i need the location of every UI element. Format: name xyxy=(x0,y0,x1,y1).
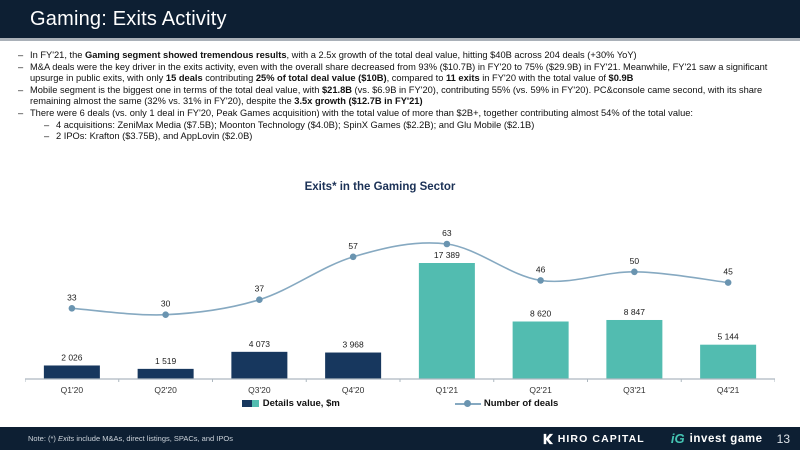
bullet-dash: – xyxy=(44,131,50,142)
bullet-text: Mobile segment is the biggest one in ter… xyxy=(30,84,763,107)
deals-value-label: 30 xyxy=(161,299,171,309)
bar-value-label: 3 968 xyxy=(342,340,364,350)
bullet-dash: – xyxy=(18,84,24,95)
x-axis-label: Q3'21 xyxy=(623,385,646,395)
bar-value-label: 5 144 xyxy=(717,332,739,342)
slide-header: Gaming: Exits Activity xyxy=(0,0,800,41)
bar-value-label: 1 519 xyxy=(155,356,177,366)
x-axis-label: Q2'20 xyxy=(154,385,177,395)
bar-value-label: 4 073 xyxy=(249,339,271,349)
slide-footer: Note: (*) Exits include M&As, direct lis… xyxy=(0,427,800,450)
invest-game-icon: iG xyxy=(670,431,685,446)
hiro-capital-icon xyxy=(543,433,553,444)
bullet-text: There were 6 deals (vs. only 1 deal in F… xyxy=(30,107,693,118)
bullet-item: – There were 6 deals (vs. only 1 deal in … xyxy=(18,108,782,120)
page-title: Gaming: Exits Activity xyxy=(30,7,227,30)
legend-item-details-value: Details value, $m xyxy=(241,398,340,409)
bullet-item: –4 acquisitions: ZeniMax Media ($7.5B); … xyxy=(44,120,782,132)
bar-Q2'21 xyxy=(512,321,569,379)
exits-chart: 2 026 1 519 4 073 3 968 17 389 8 620 8 847 5 14… xyxy=(24,210,776,410)
deals-line xyxy=(71,242,729,316)
bullet-text: M&A deals were the key driver in the exi… xyxy=(30,61,768,84)
bar-value-label: 17 389 xyxy=(434,250,460,260)
bullet-text: 4 acquisitions: ZeniMax Media ($7.5B); M… xyxy=(56,119,535,130)
deals-value-label: 63 xyxy=(442,228,452,238)
bullet-dash: – xyxy=(18,50,24,60)
chart-svg: 2 026 1 519 4 073 3 968 17 389 8 620 8 847 5 14… xyxy=(24,228,776,395)
bullet-item: – Mobile segment is the biggest one in te… xyxy=(18,85,782,108)
deals-point-Q3'20 xyxy=(256,296,263,304)
deals-point-Q4'20 xyxy=(349,253,357,261)
x-axis-label: Q1'21 xyxy=(436,385,459,395)
bar-Q1'21 xyxy=(418,263,475,379)
bar-Q2'20 xyxy=(137,368,194,379)
bar-Q1'20 xyxy=(43,365,100,379)
bullet-item: – In FY'21, the Gaming segment showed tre… xyxy=(18,50,782,62)
deals-value-label: 33 xyxy=(67,292,77,302)
bullet-dash: – xyxy=(18,107,24,118)
x-axis-label: Q1'20 xyxy=(61,385,84,395)
deals-value-label: 50 xyxy=(630,256,640,266)
bullet-text: In FY'21, the Gaming segment showed trem… xyxy=(30,50,637,60)
footnote: Note: (*) Exits include M&As, direct lis… xyxy=(28,434,233,443)
chart-legend: Details value, $m Number of deals xyxy=(0,398,800,409)
bar-Q4'21 xyxy=(700,344,757,379)
bullet-dash: – xyxy=(18,61,24,72)
bar-Q3'20 xyxy=(231,351,288,379)
deals-value-label: 45 xyxy=(723,267,733,277)
x-axis-label: Q3'20 xyxy=(248,385,271,395)
hiro-capital-logo: HIRO CAPITAL xyxy=(542,433,645,445)
legend-label: Details value, $m xyxy=(262,398,340,409)
deals-value-label: 46 xyxy=(536,264,546,274)
line-dot-icon xyxy=(454,399,481,408)
x-axis-label: Q4'20 xyxy=(342,385,365,395)
deals-point-Q3'21 xyxy=(631,268,638,276)
deals-point-Q1'21 xyxy=(443,240,451,248)
invest-game-logo: iG invest game xyxy=(671,431,763,446)
deals-value-label: 57 xyxy=(348,241,358,251)
deals-point-Q2'21 xyxy=(537,277,544,284)
bullet-list: – In FY'21, the Gaming segment showed tre… xyxy=(18,50,782,143)
deals-value-label: 37 xyxy=(255,284,265,294)
deals-point-Q1'20 xyxy=(68,304,76,312)
bullet-text: 2 IPOs: Krafton ($3.75B), and AppLovin (… xyxy=(56,131,253,142)
legend-label: Number of deals xyxy=(483,398,559,409)
bar-Q3'21 xyxy=(606,319,663,379)
bullet-item: – M&A deals were the key driver in the ex… xyxy=(18,62,782,85)
bullet-item: –2 IPOs: Krafton ($3.75B), and AppLovin … xyxy=(44,131,782,143)
bar-value-label: 8 620 xyxy=(530,308,552,318)
bullet-dash: – xyxy=(44,119,50,130)
deals-point-Q4'21 xyxy=(724,279,732,286)
x-axis-label: Q4'21 xyxy=(717,385,740,395)
bar-Q4'20 xyxy=(325,352,382,379)
x-axis-label: Q2'21 xyxy=(529,385,552,395)
bar-swatch-icon xyxy=(241,400,259,407)
legend-item-number-of-deals: Number of deals xyxy=(454,398,559,409)
bar-value-label: 8 847 xyxy=(624,307,646,317)
bar-value-label: 2 026 xyxy=(61,352,83,362)
invest-game-label: invest game xyxy=(689,432,763,445)
hiro-capital-label: HIRO CAPITAL xyxy=(557,432,645,445)
footer-logos: HIRO CAPITAL iG invest game xyxy=(542,431,763,446)
deals-point-Q2'20 xyxy=(162,311,169,319)
chart-title: Exits* in the Gaming Sector xyxy=(304,181,456,193)
page-number: 13 xyxy=(776,431,790,446)
